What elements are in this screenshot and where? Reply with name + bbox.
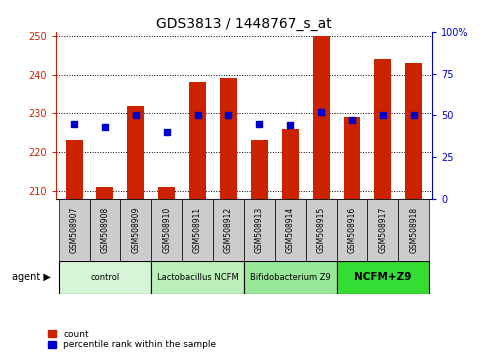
Bar xyxy=(337,261,429,294)
Bar xyxy=(182,199,213,261)
Text: GSM508916: GSM508916 xyxy=(347,207,356,253)
Text: GSM508909: GSM508909 xyxy=(131,207,141,253)
Bar xyxy=(97,187,114,199)
Bar xyxy=(251,141,268,199)
Point xyxy=(286,122,294,128)
Bar xyxy=(151,261,244,294)
Point xyxy=(101,124,109,130)
Text: Bifidobacterium Z9: Bifidobacterium Z9 xyxy=(250,273,330,282)
Point xyxy=(348,118,356,123)
Point xyxy=(163,129,170,135)
Bar xyxy=(128,105,144,199)
Text: GSM508913: GSM508913 xyxy=(255,207,264,253)
Bar xyxy=(313,36,329,199)
Bar xyxy=(58,261,151,294)
Point xyxy=(132,112,140,118)
Point xyxy=(70,121,78,126)
Bar xyxy=(405,63,422,199)
Point xyxy=(256,121,263,126)
Text: GSM508911: GSM508911 xyxy=(193,207,202,253)
Bar xyxy=(275,199,306,261)
Text: GSM508915: GSM508915 xyxy=(317,207,326,253)
Bar xyxy=(398,199,429,261)
Bar xyxy=(58,199,89,261)
Bar xyxy=(282,129,298,199)
Bar xyxy=(374,59,391,199)
Text: NCFM+Z9: NCFM+Z9 xyxy=(354,273,412,282)
Bar xyxy=(244,261,337,294)
Text: GSM508914: GSM508914 xyxy=(286,207,295,253)
Bar xyxy=(343,117,360,199)
Bar xyxy=(89,199,120,261)
Point xyxy=(225,112,232,118)
Bar xyxy=(151,199,182,261)
Bar xyxy=(244,199,275,261)
Text: Lactobacillus NCFM: Lactobacillus NCFM xyxy=(156,273,239,282)
Bar xyxy=(120,199,151,261)
Point xyxy=(317,109,325,115)
Bar xyxy=(368,199,398,261)
Text: GSM508910: GSM508910 xyxy=(162,207,171,253)
Text: agent ▶: agent ▶ xyxy=(12,273,51,282)
Legend: count, percentile rank within the sample: count, percentile rank within the sample xyxy=(48,330,216,349)
Bar xyxy=(66,141,83,199)
Bar xyxy=(306,199,337,261)
Text: GSM508912: GSM508912 xyxy=(224,207,233,253)
Text: GSM508917: GSM508917 xyxy=(378,207,387,253)
Bar xyxy=(213,199,244,261)
Bar xyxy=(337,199,368,261)
Text: GSM508908: GSM508908 xyxy=(100,207,110,253)
Point xyxy=(379,112,387,118)
Text: GSM508907: GSM508907 xyxy=(70,207,79,253)
Text: control: control xyxy=(90,273,120,282)
Point xyxy=(410,112,418,118)
Bar xyxy=(220,78,237,199)
Bar xyxy=(189,82,206,199)
Point xyxy=(194,112,201,118)
Text: GSM508918: GSM508918 xyxy=(409,207,418,253)
Bar xyxy=(158,187,175,199)
Title: GDS3813 / 1448767_s_at: GDS3813 / 1448767_s_at xyxy=(156,17,332,31)
